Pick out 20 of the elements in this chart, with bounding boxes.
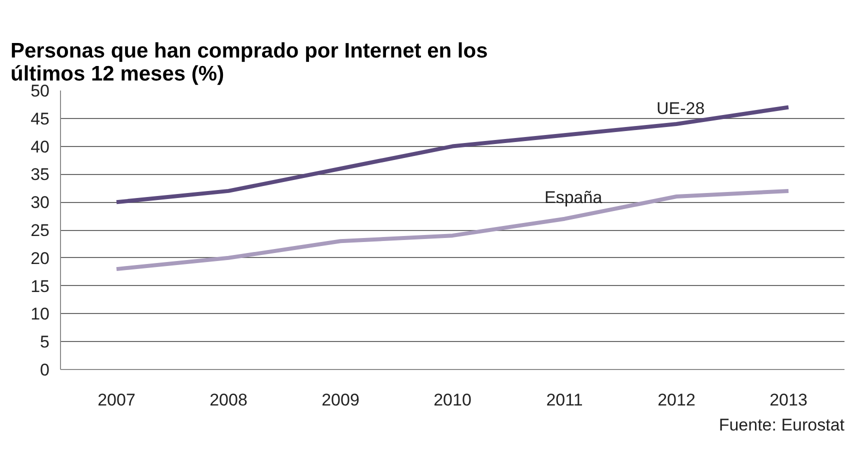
x-tick-label: 2013 bbox=[770, 390, 808, 410]
y-tick-label: 5 bbox=[40, 332, 50, 352]
y-tick-label: 0 bbox=[40, 360, 50, 380]
x-tick-label: 2009 bbox=[322, 390, 360, 410]
y-tick-label: 15 bbox=[30, 276, 50, 296]
x-tick-label: 2012 bbox=[658, 390, 696, 410]
y-tick-label: 20 bbox=[30, 248, 50, 268]
x-tick-label: 2007 bbox=[98, 390, 136, 410]
y-tick-label: 10 bbox=[30, 304, 50, 324]
y-tick-label: 30 bbox=[30, 193, 50, 212]
y-tick-label: 40 bbox=[30, 137, 50, 156]
series-label: UE-28 bbox=[656, 98, 705, 118]
x-tick-label: 2010 bbox=[434, 390, 472, 410]
series-label: España bbox=[544, 188, 603, 207]
x-tick-label: 2011 bbox=[546, 390, 583, 410]
y-tick-label: 45 bbox=[30, 109, 50, 128]
x-tick-label: 2008 bbox=[210, 390, 248, 410]
y-tick-label: 25 bbox=[30, 221, 50, 240]
source-note: Fuente: Eurostat bbox=[718, 416, 845, 434]
y-tick-label: 35 bbox=[30, 165, 50, 184]
